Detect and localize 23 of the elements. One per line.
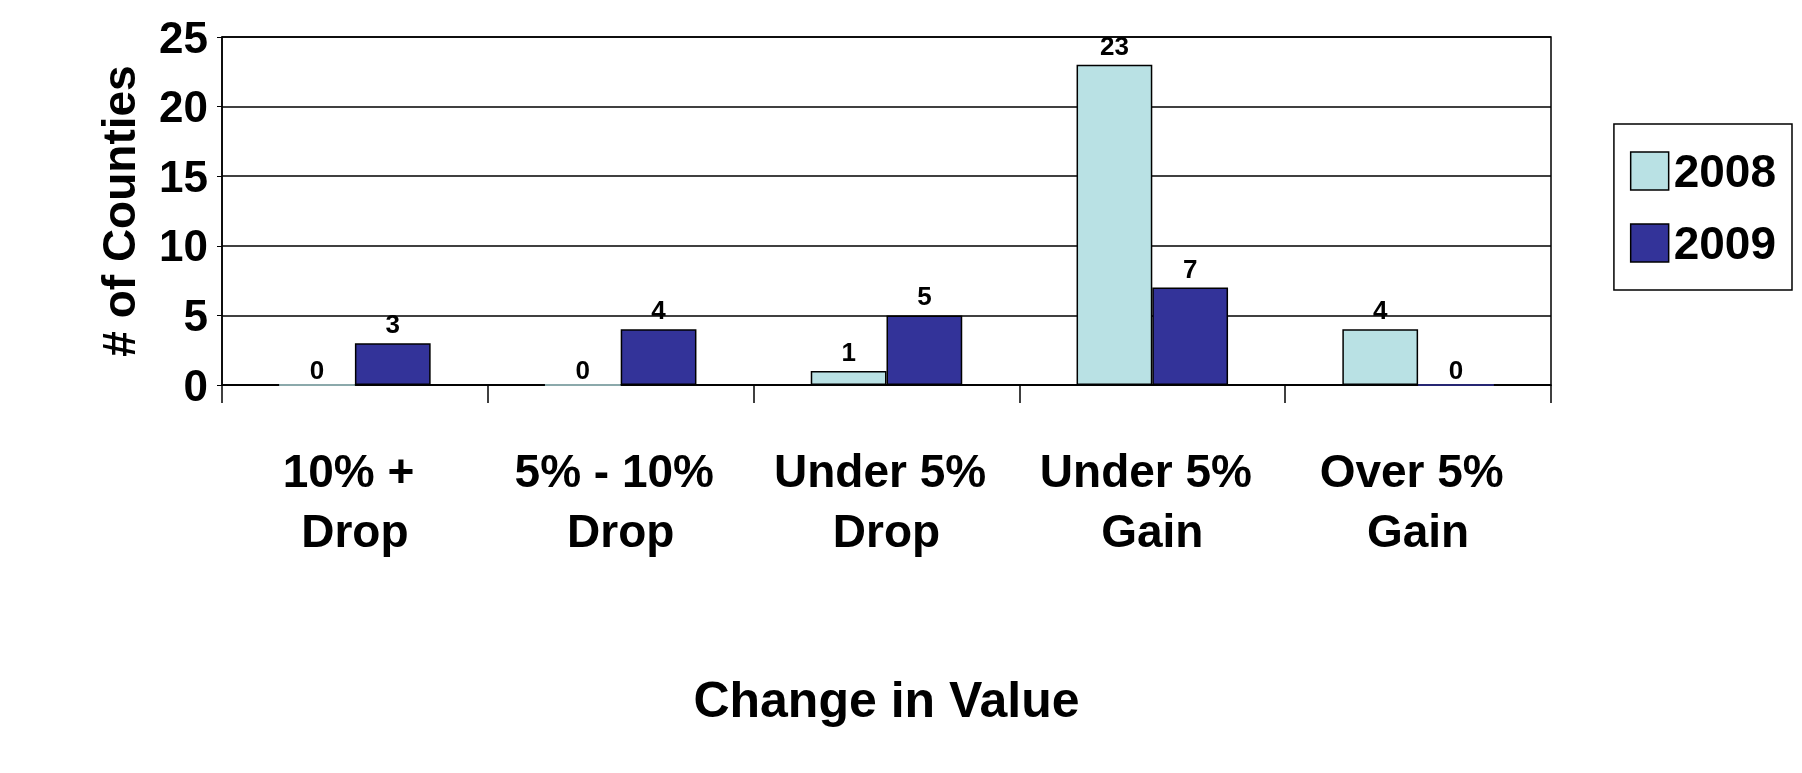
x-tick-label: 5% - 10% Drop [514,445,727,557]
data-label: 23 [1099,30,1129,61]
x-tick-label: 10% + Drop [282,445,428,557]
x-axis-title: Change in Value [693,672,1080,728]
data-label: 3 [385,309,401,340]
data-label: 0 [1448,355,1464,386]
legend-label: 2008 [1673,145,1777,197]
y-tick-label: 15 [159,151,208,201]
y-tick-label: 5 [183,290,208,340]
data-label: 5 [917,281,932,312]
data-label: 0 [575,355,591,386]
y-tick-label: 0 [183,360,208,410]
y-tick-label: 20 [159,82,208,132]
y-tick-label: 10 [159,221,208,271]
y-axis-title: # of Counties [93,65,145,357]
x-tick-label: Over 5% Gain [1319,445,1517,557]
x-tick-label: Under 5% Gain [1039,445,1265,557]
legend-label: 2009 [1673,217,1777,269]
data-label: 1 [841,337,856,368]
y-tick-label: 25 [159,12,208,62]
data-label: 7 [1182,253,1198,284]
x-tick-label: Under 5% Drop [774,445,999,557]
data-label: 0 [309,355,325,386]
